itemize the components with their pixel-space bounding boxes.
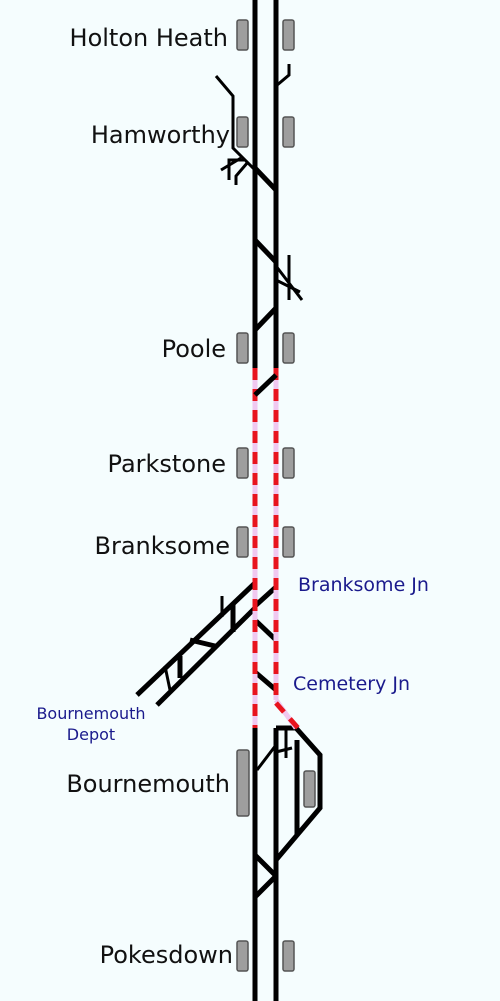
junction-label-branksome-jn: Branksome Jn — [298, 574, 429, 596]
poole-south-crossover — [253, 373, 278, 397]
platform-holton-heath-right — [282, 19, 295, 51]
hamworthy-siding-c — [234, 161, 250, 185]
junction-label-cemetery-jn: Cemetery Jn — [293, 673, 410, 695]
crossover-poole-north-b — [253, 306, 278, 332]
platform-holton-heath-left — [236, 19, 249, 51]
main-tracks — [252, 0, 279, 1001]
depot-label: Bournemouth Depot — [36, 704, 145, 744]
depot-rung-5 — [163, 665, 172, 691]
branksome-jn-link-2 — [253, 618, 278, 642]
crossovers-north — [253, 166, 278, 332]
holton-heath-siding — [275, 64, 291, 88]
platform-poole-right — [282, 332, 295, 364]
platform-bournemouth-island — [303, 770, 316, 808]
highlighted-section — [252, 368, 300, 730]
crossover-poole-north-a — [253, 238, 278, 264]
bournemouth-stub-b — [275, 746, 293, 754]
platform-parkstone-right — [282, 447, 295, 479]
crossover-hamworthy — [253, 166, 278, 192]
platforms — [236, 19, 316, 972]
station-labels: Holton Heath Hamworthy Poole Parkstone B… — [66, 24, 233, 969]
station-label-hamworthy: Hamworthy — [91, 121, 230, 149]
depot-spur-2 — [155, 606, 257, 707]
poole-siding-c — [275, 278, 301, 294]
platform-hamworthy-left — [236, 116, 249, 148]
platform-bournemouth-left — [236, 749, 250, 817]
platform-branksome-right — [282, 526, 295, 558]
branksome-jn-link — [253, 585, 278, 608]
station-label-bournemouth: Bournemouth — [66, 770, 230, 798]
bournemouth-loop-outer — [274, 725, 323, 862]
station-label-holton-heath: Holton Heath — [70, 24, 228, 52]
bournemouth-west-stub — [255, 744, 278, 771]
platform-pokesdown-right — [282, 940, 295, 972]
sidings — [135, 64, 323, 899]
platform-branksome-left — [236, 526, 249, 558]
cemetery-jn-link — [253, 670, 278, 692]
highlight-dash-diag — [274, 701, 300, 730]
hamworthy-siding-d — [220, 156, 242, 172]
depot-label-line2: Depot — [67, 725, 115, 744]
platform-parkstone-left — [236, 447, 249, 479]
station-label-parkstone: Parkstone — [108, 450, 226, 478]
junction-labels: Branksome Jn Cemetery Jn — [293, 574, 429, 695]
platform-pokesdown-left — [236, 940, 249, 972]
platform-poole-left — [236, 332, 249, 364]
platform-hamworthy-right — [282, 116, 295, 148]
station-label-poole: Poole — [162, 335, 226, 363]
bournemouth-loop-return — [253, 853, 278, 878]
bournemouth-crossover-south — [253, 874, 278, 899]
depot-rung-3 — [189, 637, 216, 649]
depot-label-line1: Bournemouth — [36, 704, 145, 723]
station-label-branksome: Branksome — [95, 532, 230, 560]
station-label-pokesdown: Pokesdown — [100, 941, 233, 969]
